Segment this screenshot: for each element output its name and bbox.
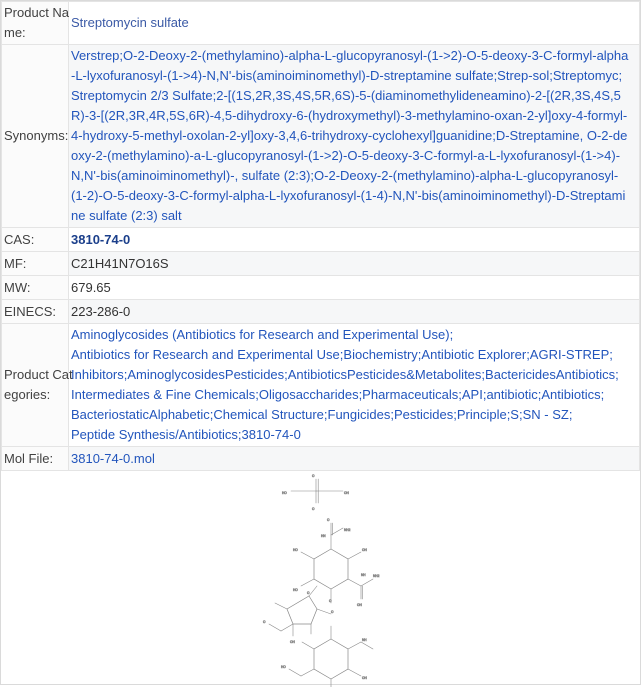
svg-text:HO: HO <box>281 665 286 669</box>
svg-text:OH: OH <box>362 548 367 552</box>
svg-text:OH: OH <box>344 491 349 495</box>
svg-text:NH: NH <box>362 638 367 642</box>
svg-text:O: O <box>263 620 266 624</box>
svg-text:O: O <box>312 474 315 478</box>
svg-text:OH: OH <box>290 640 295 644</box>
svg-text:O: O <box>307 591 310 595</box>
svg-text:NH2: NH2 <box>344 528 351 532</box>
svg-text:NH: NH <box>361 573 366 577</box>
svg-text:OH: OH <box>357 603 362 607</box>
svg-text:NH2: NH2 <box>373 574 380 578</box>
svg-text:HO: HO <box>282 491 287 495</box>
svg-text:HO: HO <box>293 548 298 552</box>
svg-text:O: O <box>329 599 332 603</box>
svg-text:HO: HO <box>293 588 298 592</box>
svg-text:O: O <box>331 610 334 614</box>
svg-text:OH: OH <box>362 676 367 680</box>
svg-text:O: O <box>312 507 315 511</box>
svg-text:O: O <box>327 518 330 522</box>
svg-text:HN: HN <box>321 534 326 538</box>
